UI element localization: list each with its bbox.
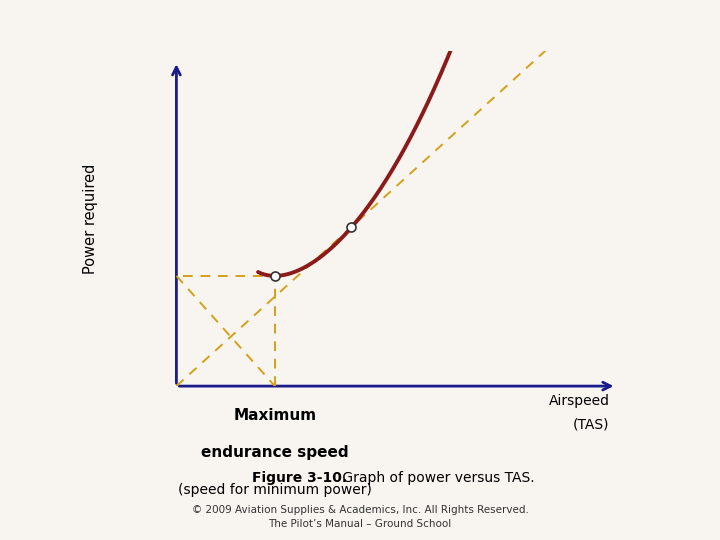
Text: endurance speed: endurance speed bbox=[201, 446, 348, 461]
Text: (speed for minimum power): (speed for minimum power) bbox=[178, 483, 372, 497]
Text: Airspeed: Airspeed bbox=[549, 394, 610, 408]
Text: Graph of power versus TAS.: Graph of power versus TAS. bbox=[338, 471, 535, 485]
Text: Maximum: Maximum bbox=[233, 408, 316, 423]
Text: © 2009 Aviation Supplies & Academics, Inc. All Rights Reserved.: © 2009 Aviation Supplies & Academics, In… bbox=[192, 505, 528, 515]
Text: Figure 3-10.: Figure 3-10. bbox=[252, 471, 347, 485]
Text: The Pilot’s Manual – Ground School: The Pilot’s Manual – Ground School bbox=[269, 519, 451, 529]
Text: (TAS): (TAS) bbox=[573, 418, 610, 432]
Text: Power required: Power required bbox=[83, 164, 97, 274]
